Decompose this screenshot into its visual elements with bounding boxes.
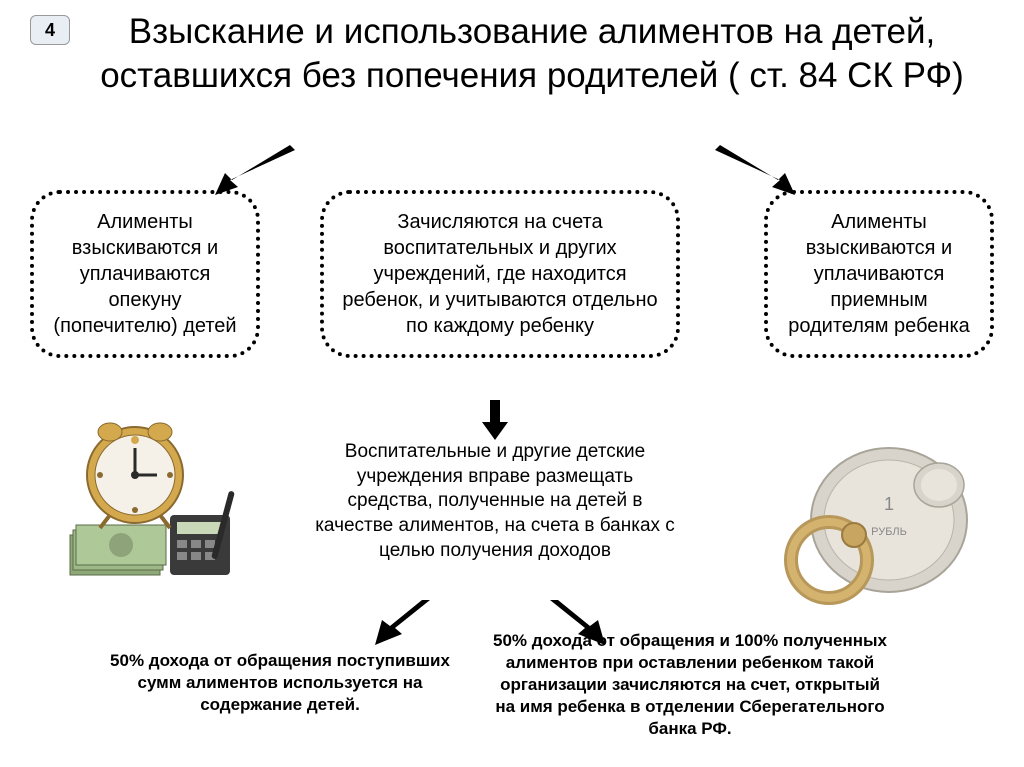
arrow-box2-to-midtext [480,400,510,440]
bottom-left-text: 50% дохода от обращения поступивших сумм… [110,650,450,716]
alimony-box-institution: Зачисляются на счета воспитательных и др… [320,190,680,358]
alimony-box-foster: Алименты взыскиваются и уплачиваются при… [764,190,994,358]
svg-text:1: 1 [884,494,894,514]
pacifier-coin-icon: 1 РУБЛЬ [774,430,974,610]
clock-money-icon [65,420,265,580]
alimony-box-guardian: Алименты взыскиваются и уплачиваются опе… [30,190,260,358]
arrow-mid-to-bottomleft [370,600,440,650]
badge-number: 4 [45,20,55,41]
section-badge: 4 [30,15,70,45]
page-title: Взыскание и использование алиментов на д… [80,10,984,98]
mid-explanation-text: Воспитательные и другие детские учрежден… [315,440,675,563]
bottom-right-text: 50% дохода от обращения и 100% полученны… [490,630,890,740]
svg-text:РУБЛЬ: РУБЛЬ [871,526,907,538]
